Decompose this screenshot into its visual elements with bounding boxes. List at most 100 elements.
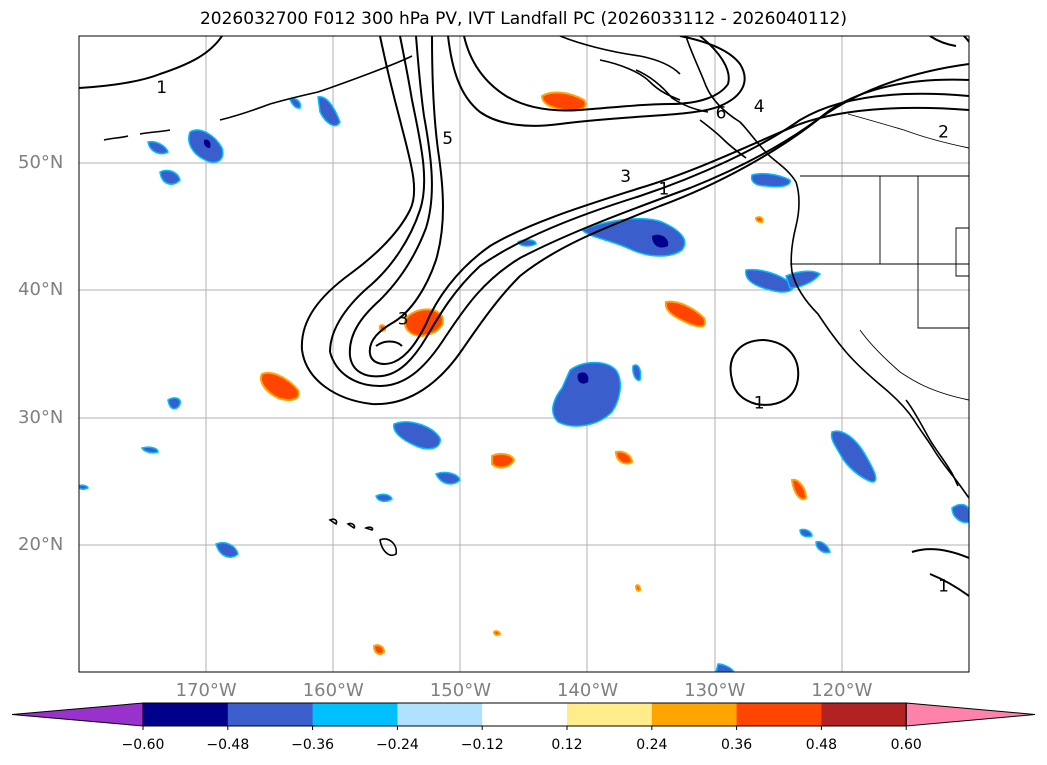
lon-label: 130°W bbox=[684, 680, 746, 701]
pv-anomaly bbox=[951, 503, 969, 524]
colorbar-segment bbox=[821, 703, 907, 726]
colorbar-tick-label: −0.24 bbox=[375, 737, 419, 753]
contour-label: 2 bbox=[938, 122, 949, 142]
pv-anomaly bbox=[754, 216, 764, 224]
ivt-contour bbox=[463, 36, 730, 112]
lon-label: 140°W bbox=[556, 680, 619, 701]
colorbar-segment bbox=[312, 703, 398, 726]
ivt-contour bbox=[929, 36, 969, 47]
pv-anomaly bbox=[147, 140, 169, 155]
colorbar-tick-label: −0.60 bbox=[121, 737, 165, 753]
pv-anomaly bbox=[552, 361, 622, 427]
colorbar-segment bbox=[397, 703, 483, 726]
colorbar-tick-label: 0.48 bbox=[805, 737, 837, 753]
pv-anomaly bbox=[715, 663, 735, 672]
ivt-contours bbox=[79, 36, 969, 597]
contour-label: 5 bbox=[442, 129, 453, 149]
pv-anomaly bbox=[815, 540, 831, 554]
pv-anomaly bbox=[632, 364, 642, 382]
pv-positive-anomalies bbox=[260, 91, 808, 655]
ivt-contour bbox=[348, 36, 433, 357]
plot-frame bbox=[78, 35, 970, 673]
ivt-contour bbox=[447, 36, 746, 127]
ivt-contour bbox=[929, 573, 969, 597]
pv-anomaly bbox=[393, 421, 441, 450]
colorbar-tick-label: −0.36 bbox=[291, 737, 335, 753]
pv-anomaly bbox=[540, 91, 587, 112]
contour-label: 4 bbox=[754, 97, 765, 117]
colorbar-tick-label: −0.48 bbox=[206, 737, 250, 753]
colorbar-tick-label: 0.24 bbox=[636, 737, 668, 753]
pv-anomaly bbox=[79, 484, 89, 491]
contour-label: 1 bbox=[754, 393, 765, 413]
pv-anomaly bbox=[799, 528, 813, 538]
contour-label: 3 bbox=[398, 309, 409, 329]
ivt-contour bbox=[300, 36, 416, 351]
contour-label: 3 bbox=[620, 167, 631, 187]
contour-labels: 1 5 3 1 4 6 2 3 1 1 bbox=[156, 78, 949, 597]
pv-anomaly bbox=[745, 268, 794, 293]
pv-anomaly bbox=[750, 172, 791, 188]
pv-anomaly bbox=[317, 96, 341, 127]
colorbar bbox=[11, 702, 1036, 730]
colorbar-extension-low bbox=[11, 702, 144, 727]
colorbar-tick-label: 0.36 bbox=[721, 737, 753, 753]
colorbar-segment bbox=[567, 703, 653, 726]
colorbar-segment bbox=[482, 703, 568, 726]
colorbar-segment bbox=[651, 703, 738, 726]
pv-anomaly bbox=[159, 169, 181, 185]
lat-label: 50°N bbox=[18, 152, 64, 174]
lat-label: 20°N bbox=[18, 533, 64, 555]
lon-label: 160°W bbox=[302, 680, 364, 701]
ivt-contour bbox=[375, 340, 403, 347]
colorbar-tick-label: 0.60 bbox=[890, 737, 922, 753]
contour-label: 1 bbox=[938, 577, 949, 597]
ivt-contour bbox=[349, 92, 969, 378]
ivt-contour bbox=[729, 338, 800, 406]
pv-strong-negative-cores bbox=[203, 139, 669, 384]
aleutian-islands bbox=[219, 55, 413, 121]
map-title: 2026032700 F012 300 hPa PV, IVT Landfall… bbox=[199, 9, 847, 29]
pv-anomaly bbox=[372, 644, 386, 655]
lon-label: 120°W bbox=[811, 680, 873, 701]
ivt-contour bbox=[79, 36, 223, 89]
pv-anomaly bbox=[215, 542, 239, 558]
political-boundaries bbox=[790, 113, 969, 401]
lat-label: 30°N bbox=[18, 406, 64, 428]
contour-label: 1 bbox=[156, 78, 167, 98]
pv-anomaly bbox=[434, 471, 461, 485]
pv-anomaly bbox=[375, 493, 393, 503]
pv-negative-anomalies bbox=[79, 96, 969, 672]
colorbar-extension-high bbox=[905, 702, 1036, 727]
hawaii-islands bbox=[328, 518, 398, 556]
gridlines bbox=[79, 36, 969, 672]
pv-anomaly bbox=[492, 630, 502, 637]
ivt-contour bbox=[911, 548, 969, 559]
pv-anomaly bbox=[830, 430, 877, 483]
pv-anomaly bbox=[167, 397, 182, 410]
ivt-contour bbox=[329, 36, 426, 353]
pv-anomaly bbox=[664, 300, 706, 328]
colorbar-tick-label: 0.12 bbox=[551, 737, 583, 753]
colorbar-segment bbox=[736, 703, 822, 726]
coastlines bbox=[103, 36, 969, 556]
north-america-coast bbox=[685, 36, 969, 499]
pv-anomaly bbox=[140, 446, 159, 454]
contour-label: 1 bbox=[658, 180, 669, 200]
lat-label: 40°N bbox=[18, 279, 64, 301]
pv-anomaly bbox=[404, 308, 444, 338]
pv-anomaly bbox=[634, 584, 642, 592]
pv-anomaly bbox=[580, 217, 686, 257]
colorbar-tick-label: −0.12 bbox=[460, 737, 504, 753]
pv-anomaly bbox=[289, 97, 302, 109]
colorbar-segment bbox=[227, 703, 314, 726]
lon-label: 150°W bbox=[429, 680, 491, 701]
lon-label: 170°W bbox=[175, 680, 237, 701]
baja-coast bbox=[905, 399, 959, 487]
pv-anomaly bbox=[785, 270, 822, 289]
contour-label: 6 bbox=[716, 103, 727, 123]
pv-anomaly bbox=[260, 372, 300, 401]
pv-anomaly bbox=[790, 478, 808, 501]
ivt-contour bbox=[369, 106, 969, 365]
